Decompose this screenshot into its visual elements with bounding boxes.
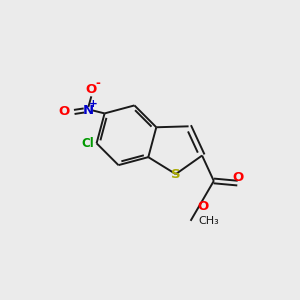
Text: CH₃: CH₃ xyxy=(198,216,219,226)
Text: S: S xyxy=(171,168,181,181)
Text: +: + xyxy=(89,99,98,109)
Text: O: O xyxy=(58,105,69,119)
Text: N: N xyxy=(83,104,94,117)
Text: -: - xyxy=(95,77,100,91)
Text: O: O xyxy=(198,200,209,213)
Text: O: O xyxy=(86,83,97,96)
Text: Cl: Cl xyxy=(81,137,94,150)
Text: O: O xyxy=(232,171,244,184)
